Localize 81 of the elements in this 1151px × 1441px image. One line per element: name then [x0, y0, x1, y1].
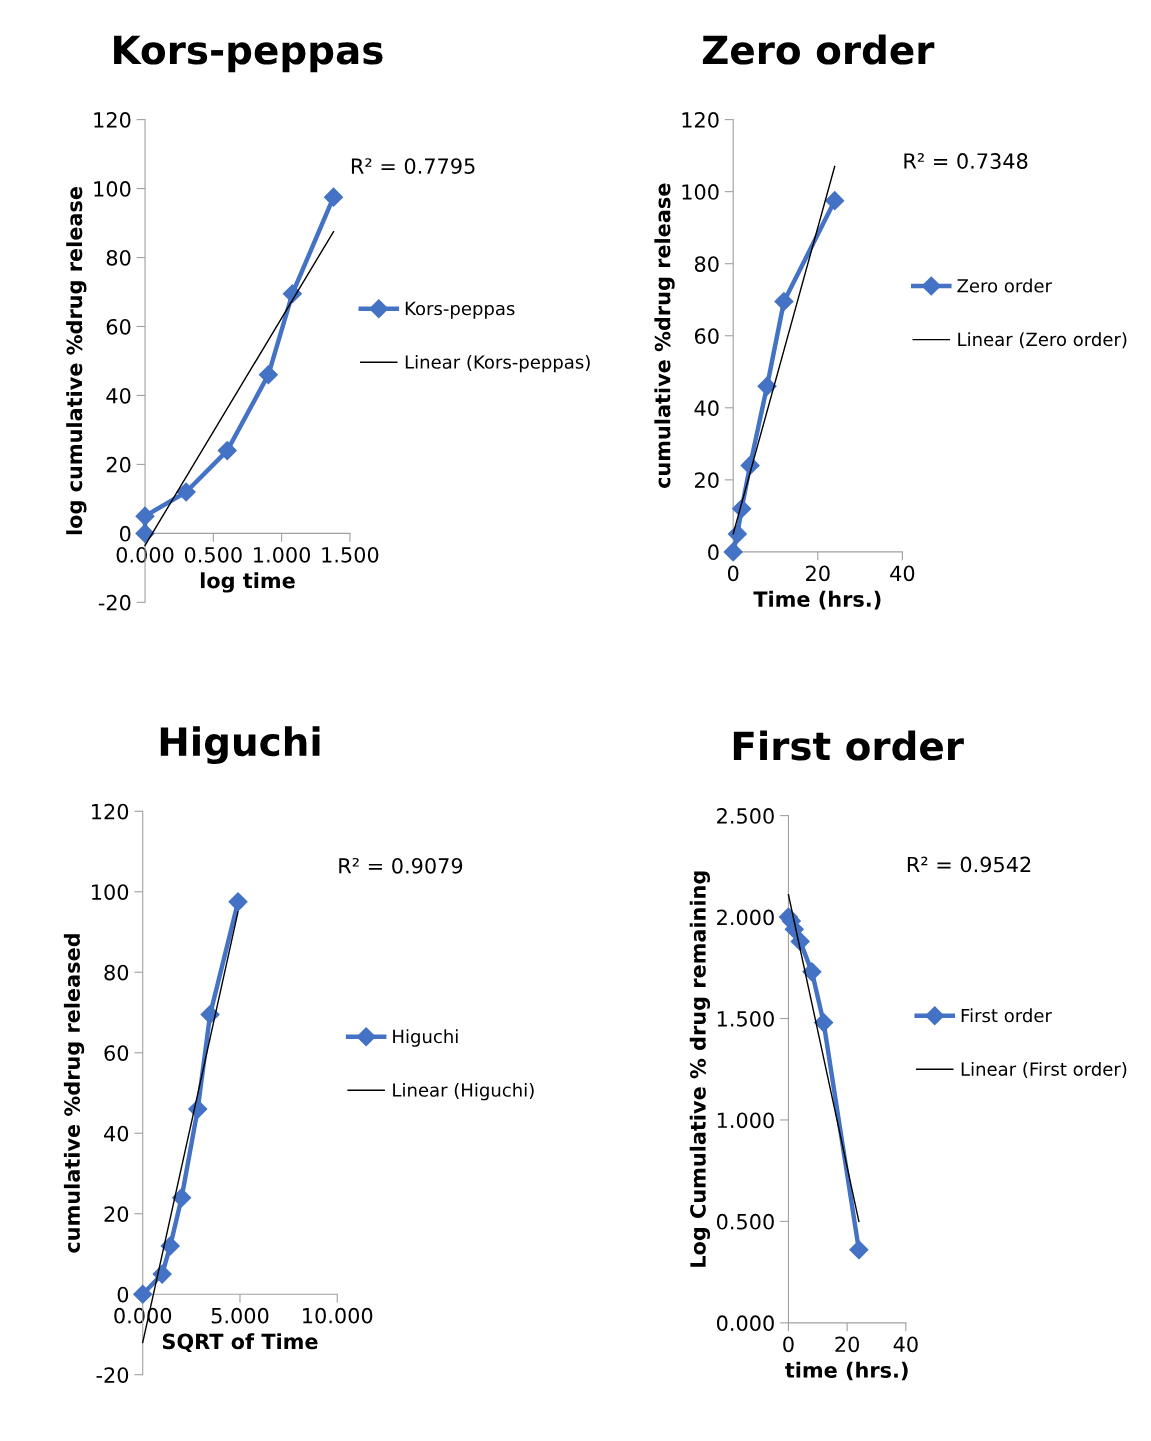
y-tick-label: 2.500	[717, 808, 774, 824]
y-tick-label: 40	[104, 1125, 129, 1142]
y-axis-title: cumulative %drug released	[63, 934, 85, 1253]
x-tick-label: 1.500	[322, 546, 379, 563]
y-tick-label: 100	[94, 181, 131, 197]
point	[188, 1099, 208, 1119]
y-tick-label: 60	[106, 318, 131, 335]
x-axis-title: SQRT of Time	[162, 1333, 318, 1353]
y-tick-label: 0.500	[716, 1213, 774, 1230]
point	[135, 523, 155, 543]
y-tick-label: 60	[694, 328, 719, 344]
point	[723, 542, 743, 562]
x-tick-label: 0	[783, 1336, 794, 1353]
x-tick-label: 0.500	[184, 546, 242, 563]
chart-title: Zero order	[702, 34, 935, 65]
y-tick-label: 120	[94, 112, 131, 128]
x-tick-label: 10.000	[303, 1307, 373, 1324]
point	[825, 191, 845, 211]
legend-label: First order	[961, 1008, 1052, 1023]
chart-title: Kors-peppas	[114, 35, 383, 73]
x-axis-title: time (hrs.)	[785, 1361, 908, 1381]
y-tick-label: 100	[682, 184, 719, 200]
x-tick-label: 40	[890, 565, 915, 582]
y-tick-label: 0	[117, 1286, 129, 1303]
point	[172, 1188, 192, 1208]
y-tick-label: 1.500	[717, 1010, 774, 1027]
point	[160, 1236, 180, 1256]
y-tick-label: 2.000	[717, 909, 774, 926]
legend-label: Kors-peppas	[405, 301, 515, 319]
legend-label: Linear (Kors-peppas)	[405, 354, 590, 373]
point	[849, 1240, 869, 1260]
point	[323, 187, 344, 207]
y-tick-label: 20	[104, 1206, 129, 1222]
legend-label: Zero order	[957, 278, 1052, 293]
y-tick-label: 100	[92, 884, 129, 900]
x-tick-label: 40	[893, 1336, 918, 1353]
point	[217, 441, 237, 461]
x-tick-label: 5.000	[211, 1307, 269, 1324]
point	[774, 291, 794, 312]
y-tick-label: 120	[92, 803, 129, 820]
x-tick-label: 20	[835, 1336, 860, 1353]
chart-title: First order	[733, 730, 964, 761]
text: R² = 0.9079	[339, 857, 463, 874]
point	[814, 1013, 834, 1033]
chart-title: Higuchi	[160, 726, 320, 765]
y-axis-title: cumulative %drug release	[654, 183, 675, 489]
x-tick-label: 1.000	[254, 546, 311, 563]
y-tick-label: -20	[98, 594, 131, 611]
x-axis-title: log time	[200, 572, 295, 593]
y-tick-label: 0	[119, 525, 131, 542]
y-tick-label: 40	[106, 387, 131, 404]
x-tick-label: 20	[806, 565, 830, 582]
y-tick-label: 120	[682, 112, 719, 128]
x-axis-title: Time (hrs.)	[753, 590, 881, 610]
legend-label: Higuchi	[393, 1029, 458, 1047]
point	[228, 892, 248, 912]
point	[152, 1264, 172, 1284]
legend-label: Linear (Zero order)	[958, 332, 1127, 349]
y-tick-label: 80	[106, 249, 131, 266]
y-tick-label: -20	[96, 1367, 129, 1383]
y-tick-label: 1.000	[717, 1112, 774, 1129]
point	[802, 962, 822, 982]
point	[258, 365, 278, 385]
point	[133, 1284, 153, 1304]
legend-label: Linear (Higuchi)	[393, 1082, 534, 1101]
y-tick-label: 20	[106, 456, 131, 473]
text: R² = 0.7348	[904, 153, 1028, 169]
point	[176, 482, 196, 502]
y-tick-label: 20	[695, 472, 719, 489]
y-tick-label: 60	[104, 1045, 129, 1061]
legend-label: Linear (First order)	[961, 1061, 1127, 1079]
text: R² = 0.9542	[907, 856, 1031, 873]
point	[757, 376, 777, 396]
point	[135, 506, 155, 526]
y-axis-title: log cumulative %drug release	[66, 187, 87, 535]
point	[200, 1004, 220, 1025]
y-tick-label: 80	[104, 964, 129, 981]
y-axis-title: Log Cumulative % drug remaining	[689, 871, 711, 1267]
y-tick-label: 80	[694, 256, 719, 272]
text: R² = 0.7795	[351, 158, 475, 174]
y-tick-label: 40	[694, 400, 719, 417]
